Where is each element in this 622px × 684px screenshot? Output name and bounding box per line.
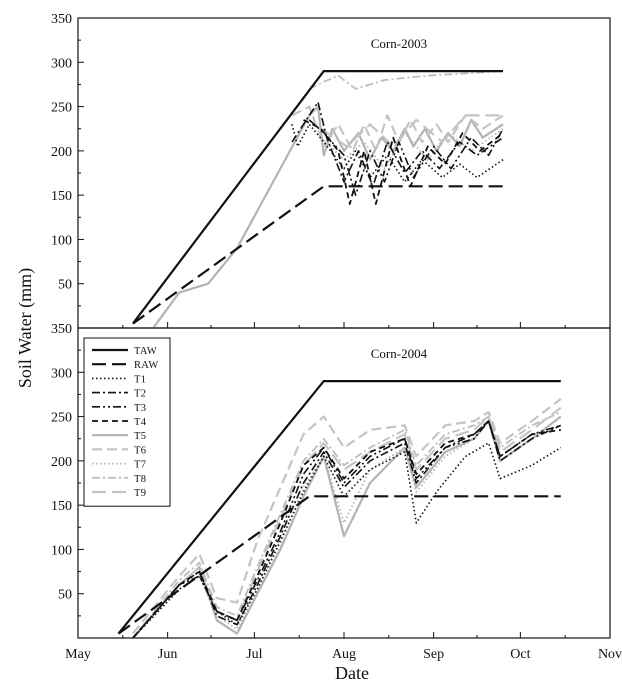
x-tick-label: Jun bbox=[158, 647, 177, 662]
y-tick-label: 150 bbox=[51, 189, 72, 204]
y-tick-label: 100 bbox=[51, 543, 72, 558]
legend-label-t7: T7 bbox=[134, 460, 146, 471]
y-tick-label: 50 bbox=[58, 278, 72, 293]
series-t2-line bbox=[291, 101, 504, 188]
series-t3-line bbox=[132, 420, 562, 638]
y-tick-label: 50 bbox=[58, 588, 72, 603]
legend-label-t4: T4 bbox=[134, 417, 147, 428]
y-tick-label: 350 bbox=[51, 12, 72, 27]
legend-label-t8: T8 bbox=[134, 474, 146, 485]
legend-label-t5: T5 bbox=[134, 431, 146, 442]
series-t6-line bbox=[291, 105, 504, 152]
series-t1-line bbox=[132, 442, 562, 638]
panel-top-series bbox=[132, 70, 504, 328]
panel-top-title: Corn-2003 bbox=[371, 36, 427, 51]
legend-label-raw: RAW bbox=[134, 360, 159, 371]
y-tick-label: 100 bbox=[51, 233, 72, 248]
series-raw-line bbox=[132, 185, 503, 325]
series-t9-line bbox=[320, 114, 503, 148]
series-t8-line bbox=[308, 70, 504, 90]
panel-bottom-ticks: 50 100 150 200 250 300 350 bbox=[51, 322, 611, 638]
y-axis-title: Soil Water (mm) bbox=[15, 268, 36, 388]
legend: TAW RAW T1 T2 T3 T4 T5 T6 T7 T8 T9 bbox=[83, 337, 171, 507]
series-t4-line bbox=[303, 119, 504, 205]
x-tick-label: Sep bbox=[423, 647, 444, 662]
series-taw-line bbox=[117, 380, 561, 635]
legend-label-t1: T1 bbox=[134, 374, 146, 385]
series-t4-line bbox=[132, 420, 561, 638]
panel-top: 50 100 150 200 250 300 350 Corn-2003 bbox=[51, 12, 611, 329]
x-axis: May Jun Jul Aug Sep Oct Nov bbox=[65, 647, 622, 662]
y-tick-label: 200 bbox=[51, 455, 72, 470]
x-tick-label: Jul bbox=[246, 647, 262, 662]
series-t8-line bbox=[132, 411, 562, 638]
legend-label-t3: T3 bbox=[134, 403, 146, 414]
panel-top-frame bbox=[77, 17, 611, 329]
y-tick-label: 300 bbox=[51, 56, 72, 71]
series-t7-line bbox=[320, 127, 504, 170]
panel-bottom-series bbox=[117, 380, 562, 638]
y-tick-label: 150 bbox=[51, 499, 72, 514]
x-tick-label: Oct bbox=[510, 647, 530, 662]
y-tick-label: 350 bbox=[51, 322, 72, 337]
x-axis-title: Date bbox=[335, 663, 369, 683]
series-taw-line bbox=[132, 70, 503, 325]
series-t3-line bbox=[308, 119, 504, 196]
y-tick-label: 250 bbox=[51, 411, 72, 426]
series-raw-line bbox=[117, 495, 561, 635]
panel-top-ticks: 50 100 150 200 250 300 350 bbox=[51, 12, 611, 328]
legend-label-taw: TAW bbox=[134, 346, 157, 357]
x-tick-label: Nov bbox=[598, 647, 622, 662]
legend-label-t9: T9 bbox=[134, 488, 146, 499]
y-tick-label: 200 bbox=[51, 145, 72, 160]
y-tick-label: 300 bbox=[51, 366, 72, 381]
legend-label-t6: T6 bbox=[134, 445, 146, 456]
y-tick-label: 250 bbox=[51, 101, 72, 116]
x-tick-label: May bbox=[65, 647, 91, 662]
panel-bottom-title: Corn-2004 bbox=[371, 346, 428, 361]
legend-label-t2: T2 bbox=[134, 389, 146, 400]
series-t9-line bbox=[132, 406, 562, 638]
x-tick-label: Aug bbox=[332, 647, 356, 662]
series-t6-line bbox=[132, 398, 562, 635]
series-t2-line bbox=[132, 420, 562, 638]
